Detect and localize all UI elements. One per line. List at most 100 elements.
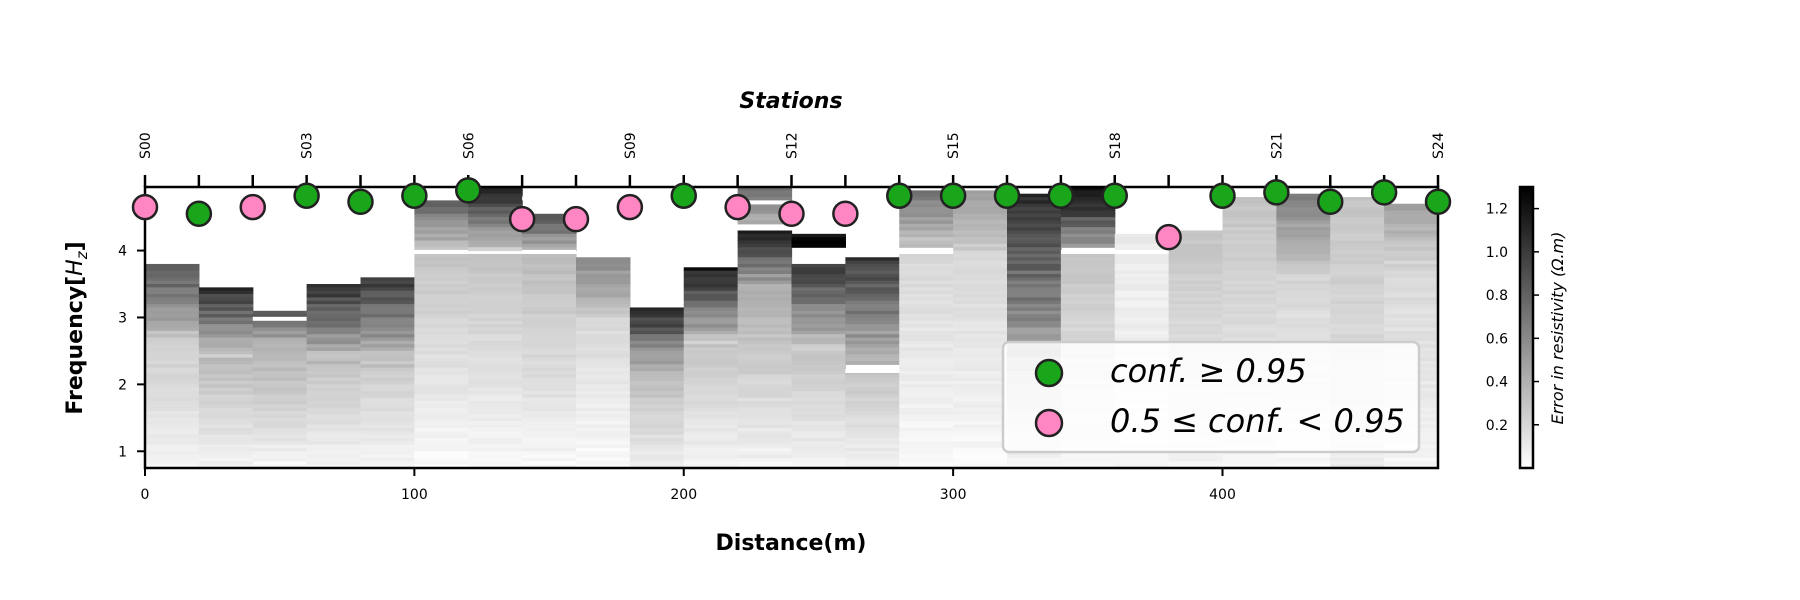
- heatmap-cell: [360, 334, 415, 339]
- heatmap-cell: [899, 207, 954, 212]
- heatmap-cell: [1384, 250, 1438, 255]
- heatmap-cell: [1168, 290, 1224, 295]
- heatmap-cell: [899, 197, 954, 201]
- heatmap-cell: [953, 207, 1008, 212]
- heatmap-cell: [1222, 454, 1277, 459]
- heatmap-cell: [791, 307, 846, 312]
- heatmap-cell: [683, 424, 739, 429]
- heatmap-cell: [252, 387, 308, 392]
- heatmap-cell: [576, 300, 631, 305]
- heatmap-cell: [737, 263, 793, 268]
- heatmap-cell: [145, 340, 200, 345]
- heatmap-cell: [468, 327, 523, 332]
- heatmap-cell: [360, 411, 415, 416]
- heatmap-cell: [414, 447, 469, 452]
- heatmap-cell: [198, 457, 254, 462]
- heatmap-cell: [522, 290, 577, 295]
- heatmap-cell: [1222, 320, 1277, 325]
- heatmap-cell: [1168, 324, 1224, 329]
- heatmap-cell: [145, 391, 200, 396]
- heatmap-cell: [737, 434, 793, 439]
- heatmap-cell: [845, 310, 900, 315]
- heatmap-cell: [737, 314, 793, 319]
- heatmap-cell: [522, 404, 577, 409]
- heatmap-cell: [414, 220, 469, 225]
- heatmap-cell: [845, 434, 900, 439]
- heatmap-cell: [1384, 454, 1438, 459]
- heatmap-cell: [629, 461, 685, 466]
- heatmap-cell: [1222, 324, 1277, 329]
- heatmap-cell: [953, 310, 1008, 315]
- heatmap-cell: [1330, 263, 1385, 268]
- heatmap-cell: [899, 340, 954, 345]
- heatmap-cell: [737, 197, 793, 201]
- heatmap-cell: [683, 391, 739, 396]
- heatmap-cell: [1168, 250, 1224, 255]
- heatmap-cell: [1276, 290, 1331, 295]
- heatmap-cell: [1276, 217, 1331, 222]
- heatmap-cell: [360, 437, 415, 442]
- heatmap-cell: [683, 317, 739, 322]
- heatmap-column: [522, 213, 577, 468]
- x-tick-label: 0: [141, 487, 150, 503]
- heatmap-cell: [414, 394, 469, 399]
- heatmap-cell: [683, 324, 739, 329]
- heatmap-cell: [953, 284, 1008, 288]
- point-mid: [724, 193, 751, 221]
- heatmap-cell: [468, 310, 523, 315]
- heatmap-cell: [683, 357, 739, 362]
- heatmap-cell: [145, 334, 200, 339]
- heatmap-cell: [306, 407, 362, 412]
- heatmap-cell: [683, 384, 739, 389]
- heatmap-cell: [468, 424, 523, 429]
- heatmap-cell: [1222, 203, 1277, 208]
- heatmap-cell: [306, 454, 362, 459]
- heatmap-cell: [1276, 297, 1331, 302]
- heatmap-cell: [576, 314, 631, 319]
- heatmap-cell: [953, 257, 1008, 262]
- heatmap-cell: [306, 364, 362, 369]
- heatmap-cell: [252, 310, 308, 315]
- heatmap-cell: [845, 270, 900, 275]
- heatmap-cell: [845, 381, 900, 385]
- heatmap-cell: [899, 447, 954, 452]
- heatmap-cell: [1276, 200, 1331, 205]
- heatmap-cell: [198, 350, 254, 355]
- heatmap-cell: [414, 297, 469, 302]
- heatmap-cell: [522, 454, 577, 459]
- heatmap-cell: [845, 334, 900, 339]
- heatmap-cell: [845, 414, 900, 419]
- heatmap-cell: [953, 360, 1008, 365]
- heatmap-cell: [198, 294, 254, 298]
- heatmap-cell: [252, 374, 308, 379]
- heatmap-cell: [1168, 457, 1224, 462]
- heatmap-cell: [360, 290, 415, 295]
- heatmap-cell: [306, 391, 362, 396]
- heatmap-cell: [522, 213, 577, 218]
- heatmap-cell: [576, 360, 631, 365]
- heatmap-cell: [198, 327, 254, 332]
- heatmap-cell: [1114, 290, 1170, 295]
- heatmap-cell: [306, 314, 362, 319]
- heatmap-cell: [1060, 220, 1116, 225]
- heatmap-cell: [791, 421, 846, 426]
- heatmap-cell: [1168, 337, 1224, 342]
- heatmap-cell: [953, 253, 1008, 258]
- heatmap-cell: [845, 314, 900, 319]
- heatmap-cell: [683, 411, 739, 416]
- heatmap-cell: [1276, 300, 1331, 305]
- heatmap-cell: [522, 273, 577, 278]
- heatmap-cell: [1060, 297, 1116, 302]
- heatmap-cell: [1114, 277, 1170, 282]
- heatmap-cell: [845, 411, 900, 416]
- heatmap-cell: [252, 441, 308, 446]
- heatmap-cell: [522, 387, 577, 392]
- heatmap-cell: [1384, 223, 1438, 228]
- heatmap-cell: [683, 337, 739, 342]
- heatmap-cell: [845, 280, 900, 285]
- heatmap-column: [791, 233, 846, 468]
- heatmap-cell: [1114, 240, 1170, 245]
- heatmap-cell: [683, 377, 739, 382]
- heatmap-cell: [522, 237, 577, 242]
- heatmap-cell: [1330, 287, 1385, 292]
